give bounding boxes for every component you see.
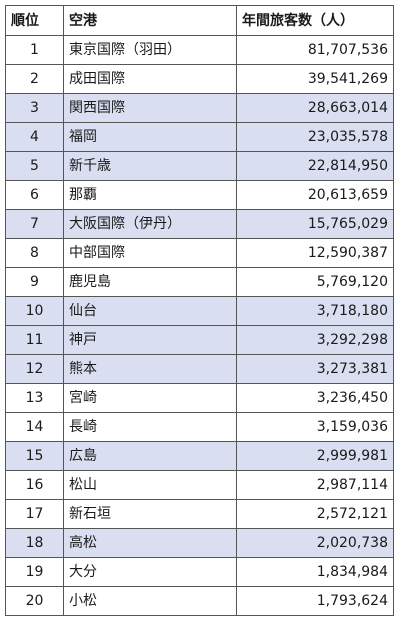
airport-name-cell: 長崎 — [63, 412, 237, 442]
passenger-count-cell: 5,769,120 — [236, 267, 394, 297]
passenger-count-cell: 81,707,536 — [236, 35, 394, 65]
passenger-count-cell: 28,663,014 — [236, 93, 394, 123]
passenger-count-cell: 2,020,738 — [236, 528, 394, 558]
table-row: 2 成田国際 39,541,269 — [5, 64, 394, 94]
table-row: 16 松山 2,987,114 — [5, 470, 394, 500]
table-row: 6 那覇 20,613,659 — [5, 180, 394, 210]
rank-cell: 6 — [5, 180, 64, 210]
airport-name-cell: 新千歳 — [63, 151, 237, 181]
rank-cell: 17 — [5, 499, 64, 529]
airport-name-cell: 新石垣 — [63, 499, 237, 529]
airport-name-cell: 松山 — [63, 470, 237, 500]
passenger-count-cell: 1,793,624 — [236, 586, 394, 616]
table-row: 3 関西国際 28,663,014 — [5, 93, 394, 123]
passenger-count-cell: 2,572,121 — [236, 499, 394, 529]
table-row: 18 高松 2,020,738 — [5, 528, 394, 558]
rank-header: 順位 — [5, 5, 64, 36]
passenger-count-cell: 3,718,180 — [236, 296, 394, 326]
airport-name-cell: 大分 — [63, 557, 237, 587]
table-row: 11 神戸 3,292,298 — [5, 325, 394, 355]
rank-cell: 5 — [5, 151, 64, 181]
passenger-count-cell: 2,987,114 — [236, 470, 394, 500]
passenger-count-cell: 3,159,036 — [236, 412, 394, 442]
rank-cell: 11 — [5, 325, 64, 355]
airport-name-cell: 大阪国際（伊丹） — [63, 209, 237, 239]
rank-cell: 9 — [5, 267, 64, 297]
table-body: 1 東京国際（羽田） 81,707,536 2 成田国際 39,541,269 3 関西国際 2… — [5, 35, 394, 616]
passenger-count-cell: 3,292,298 — [236, 325, 394, 355]
rank-cell: 20 — [5, 586, 64, 616]
table-row: 7 大阪国際（伊丹） 15,765,029 — [5, 209, 394, 239]
passenger-count-cell: 20,613,659 — [236, 180, 394, 210]
airport-name-cell: 広島 — [63, 441, 237, 471]
rank-cell: 2 — [5, 64, 64, 94]
header-row: 順位 空港 年間旅客数（人） — [5, 5, 394, 36]
airport-name-cell: 小松 — [63, 586, 237, 616]
table-row: 5 新千歳 22,814,950 — [5, 151, 394, 181]
rank-cell: 15 — [5, 441, 64, 471]
passenger-count-cell: 3,236,450 — [236, 383, 394, 413]
passenger-count-cell: 22,814,950 — [236, 151, 394, 181]
table-row: 8 中部国際 12,590,387 — [5, 238, 394, 268]
table-row: 20 小松 1,793,624 — [5, 586, 394, 616]
passenger-count-cell: 39,541,269 — [236, 64, 394, 94]
airport-passenger-table: 順位 空港 年間旅客数（人） 1 東京国際（羽田） 81,707,536 2 成田国際 3… — [5, 5, 394, 616]
airport-name-cell: 神戸 — [63, 325, 237, 355]
rank-cell: 19 — [5, 557, 64, 587]
airport-name-cell: 成田国際 — [63, 64, 237, 94]
rank-cell: 4 — [5, 122, 64, 152]
rank-cell: 3 — [5, 93, 64, 123]
table-row: 15 広島 2,999,981 — [5, 441, 394, 471]
passenger-count-cell: 3,273,381 — [236, 354, 394, 384]
airport-name-cell: 鹿児島 — [63, 267, 237, 297]
rank-cell: 13 — [5, 383, 64, 413]
rank-cell: 8 — [5, 238, 64, 268]
rank-cell: 16 — [5, 470, 64, 500]
passenger-count-cell: 1,834,984 — [236, 557, 394, 587]
table-row: 14 長崎 3,159,036 — [5, 412, 394, 442]
airport-name-cell: 関西国際 — [63, 93, 237, 123]
table-row: 19 大分 1,834,984 — [5, 557, 394, 587]
table-row: 10 仙台 3,718,180 — [5, 296, 394, 326]
table-row: 17 新石垣 2,572,121 — [5, 499, 394, 529]
airport-name-cell: 宮崎 — [63, 383, 237, 413]
rank-cell: 12 — [5, 354, 64, 384]
airport-name-cell: 東京国際（羽田） — [63, 35, 237, 65]
airport-header: 空港 — [63, 5, 237, 36]
table-row: 12 熊本 3,273,381 — [5, 354, 394, 384]
table-row: 1 東京国際（羽田） 81,707,536 — [5, 35, 394, 65]
airport-name-cell: 福岡 — [63, 122, 237, 152]
airport-name-cell: 中部国際 — [63, 238, 237, 268]
rank-cell: 18 — [5, 528, 64, 558]
rank-cell: 10 — [5, 296, 64, 326]
airport-name-cell: 那覇 — [63, 180, 237, 210]
passenger-count-cell: 2,999,981 — [236, 441, 394, 471]
table-row: 9 鹿児島 5,769,120 — [5, 267, 394, 297]
passenger-count-cell: 23,035,578 — [236, 122, 394, 152]
passenger-count-cell: 15,765,029 — [236, 209, 394, 239]
table-row: 4 福岡 23,035,578 — [5, 122, 394, 152]
airport-name-cell: 高松 — [63, 528, 237, 558]
rank-cell: 1 — [5, 35, 64, 65]
airport-name-cell: 仙台 — [63, 296, 237, 326]
rank-cell: 14 — [5, 412, 64, 442]
airport-name-cell: 熊本 — [63, 354, 237, 384]
rank-cell: 7 — [5, 209, 64, 239]
table-row: 13 宮崎 3,236,450 — [5, 383, 394, 413]
passenger-count-cell: 12,590,387 — [236, 238, 394, 268]
passengers-header: 年間旅客数（人） — [236, 5, 394, 36]
